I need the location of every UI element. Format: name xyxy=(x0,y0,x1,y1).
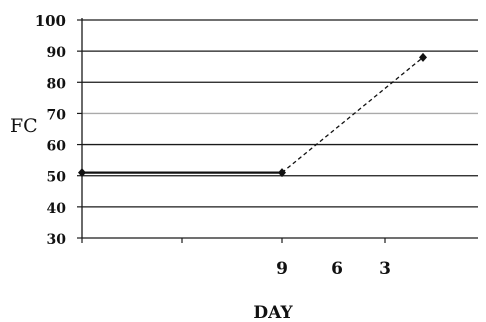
y-tick-label: 100 xyxy=(35,12,66,30)
x-tick-label: 3 xyxy=(379,259,391,279)
y-tick-label: 50 xyxy=(47,170,67,186)
x-tick-label: 6 xyxy=(331,259,343,279)
y-tick-label: 90 xyxy=(47,45,67,61)
y-tick-label: 40 xyxy=(47,201,67,217)
horizontal-grid xyxy=(82,19,478,208)
data-point xyxy=(419,52,427,62)
data-point xyxy=(278,168,286,178)
series-line-2 xyxy=(281,56,424,174)
axes xyxy=(77,18,478,243)
x-axis-label: DAY xyxy=(253,303,293,322)
data-point xyxy=(78,168,86,178)
x-tick-label: 9 xyxy=(276,259,288,279)
y-tick-label: 80 xyxy=(47,76,67,92)
data-points xyxy=(78,52,427,178)
y-tick-label: 60 xyxy=(47,139,67,155)
y-tick-label: 30 xyxy=(47,232,67,248)
y-tick-label: 70 xyxy=(47,107,67,123)
x-tick-labels: 9 6 3 xyxy=(276,259,391,279)
y-tick-labels: 30 40 50 60 70 80 90 100 xyxy=(35,12,67,248)
series-lines xyxy=(82,56,424,174)
y-axis-label: FC xyxy=(10,115,38,137)
